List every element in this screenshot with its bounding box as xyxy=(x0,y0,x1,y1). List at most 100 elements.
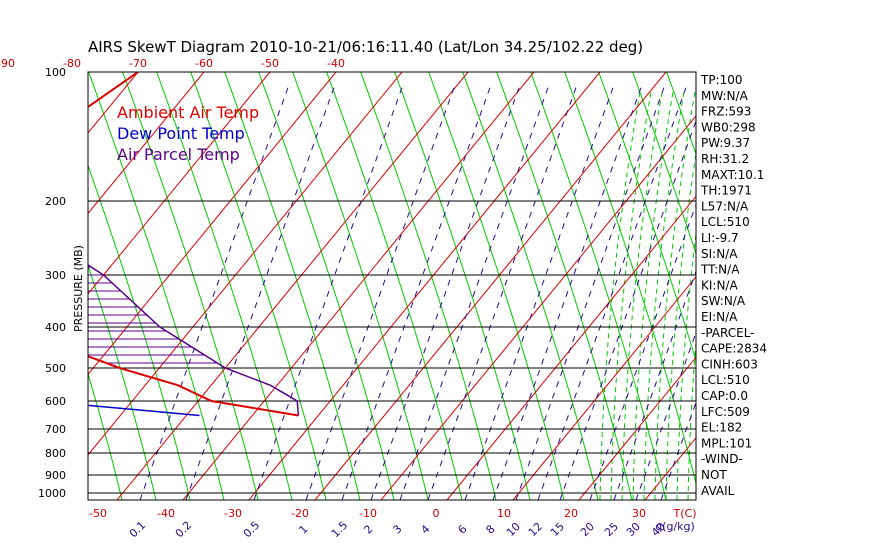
dry-adiabat xyxy=(394,72,531,500)
index-entry: CAP:0.0 xyxy=(701,389,748,403)
series-line xyxy=(88,72,299,417)
mixing-ratio-label: 0.2 xyxy=(173,519,195,541)
mixing-ratio-label: 25 xyxy=(602,520,621,539)
mixing-ratio-line xyxy=(613,270,696,500)
isotherm xyxy=(512,276,696,500)
mixing-ratio-label: 4 xyxy=(418,522,432,536)
mixing-ratio-label: 3 xyxy=(390,522,404,536)
index-entry: -PARCEL- xyxy=(701,326,755,340)
dry-adiabat xyxy=(292,72,429,500)
top-temp-tick-label: -80 xyxy=(63,57,81,70)
mixing-ratio-line xyxy=(341,81,493,500)
cape-hatching xyxy=(88,266,218,364)
dry-adiabat xyxy=(428,72,565,500)
pressure-tick-label: 800 xyxy=(45,447,66,460)
dry-adiabat xyxy=(258,72,395,500)
pressure-tick-label: 200 xyxy=(45,195,66,208)
legend-entry: Air Parcel Temp xyxy=(117,145,240,164)
mixing-ratio-line xyxy=(559,119,696,500)
index-entry: EL:182 xyxy=(701,421,742,435)
index-entry: MPL:101 xyxy=(701,436,752,450)
index-entry: MW:N/A xyxy=(701,89,749,103)
dry-adiabat xyxy=(326,72,463,500)
dry-adiabat xyxy=(598,72,696,363)
index-entry: -WIND- xyxy=(701,452,743,466)
index-entry: L57:N/A xyxy=(701,199,749,213)
index-entry: EI:N/A xyxy=(701,310,738,324)
isotherm xyxy=(88,72,337,376)
top-temp-tick-label: -70 xyxy=(129,57,147,70)
mixing-ratio-label: 1.5 xyxy=(329,519,351,541)
moist-adiabat xyxy=(599,91,641,500)
mixing-ratio-label: 30 xyxy=(624,520,643,539)
pressure-tick-label: 300 xyxy=(45,269,66,282)
mixing-ratio-label: 12 xyxy=(526,520,545,539)
mixing-ratio-label: 20 xyxy=(578,520,597,539)
bottom-temp-tick-label: T(C) xyxy=(673,507,697,520)
mixing-ratio-line xyxy=(305,81,457,500)
index-entry: TP:100 xyxy=(700,73,743,87)
mixing-ratio-line xyxy=(399,81,551,500)
index-entry: LCL:510 xyxy=(701,373,750,387)
dry-adiabat xyxy=(122,72,259,500)
index-entry: WB0:298 xyxy=(701,120,756,134)
moist-adiabat xyxy=(643,91,685,500)
index-entry: FRZ:593 xyxy=(701,105,751,119)
mixing-ratio-label: 15 xyxy=(548,520,567,539)
bottom-temp-tick-label: -40 xyxy=(157,507,175,520)
pressure-tick-label: 600 xyxy=(45,395,66,408)
dry-adiabat xyxy=(88,372,123,500)
index-entry: CINH:603 xyxy=(701,357,758,371)
mixing-ratio-line xyxy=(660,400,696,500)
mixing-ratio-line xyxy=(370,81,522,500)
index-entry: AVAIL xyxy=(701,484,735,498)
pressure-tick-label: 700 xyxy=(45,423,66,436)
pressure-tick-labels: 100 200 300 400 500 600 700 800 900 1000 xyxy=(38,66,66,500)
mixing-ratio-label: 1 xyxy=(296,522,310,536)
mixing-ratio-line xyxy=(253,81,405,500)
mixing-ratio-line xyxy=(635,331,696,500)
dry-adiabat xyxy=(754,32,870,500)
top-temp-tick-label: -60 xyxy=(195,57,213,70)
top-temp-tick-labels: -120-110-100-90-80-70-60-50-40 xyxy=(0,57,345,70)
pressure-tick-label: 1000 xyxy=(38,487,66,500)
mixing-ratio-label: 6 xyxy=(455,522,469,536)
index-entry: MAXT:10.1 xyxy=(701,168,764,182)
top-temp-tick-label: -50 xyxy=(261,57,279,70)
top-temp-tick-label: -90 xyxy=(0,57,15,70)
index-entry: LI:-9.7 xyxy=(701,231,739,245)
mixing-ratio-line xyxy=(515,81,667,500)
bottom-temp-tick-label: -10 xyxy=(359,507,377,520)
dry-adiabat xyxy=(190,72,327,500)
dry-adiabat xyxy=(88,72,225,500)
index-entry: TT:N/A xyxy=(700,263,740,277)
mixing-ratio-label: 0.1 xyxy=(127,519,149,541)
bottom-temp-tick-label: 20 xyxy=(564,507,578,520)
isotherm xyxy=(88,72,271,295)
moist-adiabat xyxy=(654,91,696,500)
legend-entry: Dew Point Temp xyxy=(117,124,245,143)
bottom-temp-tick-labels: -50 -40 -30 -20 -10 0 10 20 30 T(C) xyxy=(89,507,696,520)
isotherm xyxy=(0,72,6,500)
moist-adiabat xyxy=(665,150,696,500)
dry-adiabat xyxy=(0,32,20,500)
mixing-ratio-line xyxy=(589,203,696,500)
profile-curves xyxy=(88,72,300,417)
dry-adiabat xyxy=(88,264,157,500)
index-entry: PW:9.37 xyxy=(701,136,750,150)
isotherm xyxy=(88,72,205,215)
index-entry: LCL:510 xyxy=(701,215,750,229)
mixing-ratio-label: q(g/kg) xyxy=(655,520,695,533)
index-entry: TH:1971 xyxy=(700,184,752,198)
mixing-ratio-line xyxy=(464,81,616,500)
dry-adiabat xyxy=(462,72,599,500)
dry-adiabat xyxy=(632,72,696,256)
mixing-ratio-label: 10 xyxy=(504,520,523,539)
index-entry: NOT xyxy=(701,468,727,482)
bottom-temp-tick-label: 30 xyxy=(632,507,646,520)
index-entry: CAPE:2834 xyxy=(701,342,767,356)
dry-adiabat xyxy=(360,72,497,500)
mixing-ratio-label: 8 xyxy=(483,522,497,536)
mixing-ratio-line xyxy=(185,81,337,500)
